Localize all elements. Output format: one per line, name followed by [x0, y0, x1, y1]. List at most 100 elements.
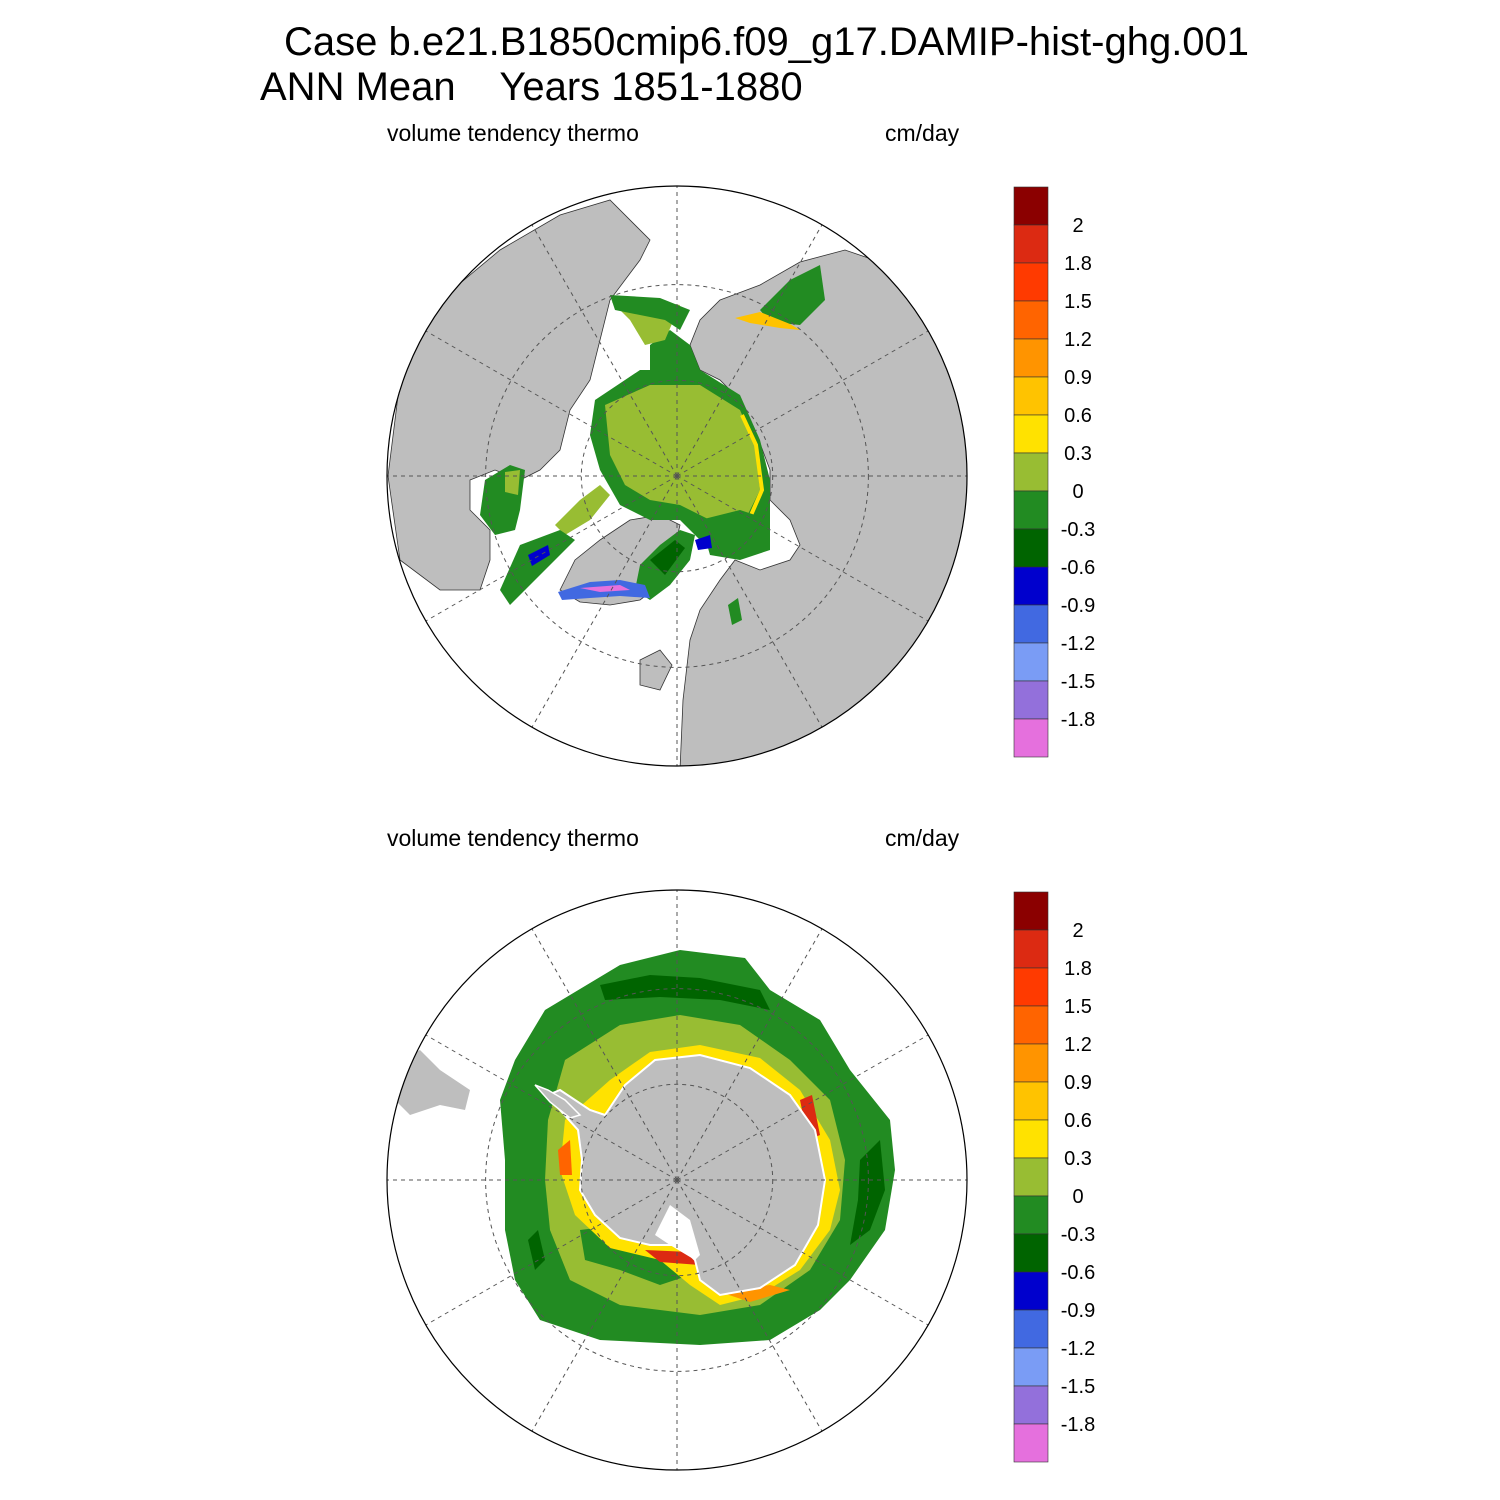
north-ice-baltic [728, 598, 742, 625]
colorbar-tick-label: -0.9 [1061, 1300, 1095, 1322]
meridian-line [676, 330, 929, 477]
colorbar-tick-label: -0.9 [1061, 595, 1095, 617]
colorbar-swatch [1013, 1385, 1049, 1425]
north-ice-bering-outer [610, 295, 690, 330]
north-ice-baffin [555, 485, 610, 535]
colorbar-tick-label: 1.2 [1064, 329, 1092, 351]
colorbar-swatch [1013, 376, 1049, 416]
meridian-line [425, 1179, 678, 1326]
south-ice-dark-band-north [600, 975, 770, 1010]
meridian-line [531, 224, 678, 477]
south-ice-dark-band-west [528, 1230, 545, 1270]
latitude-ring [485, 988, 869, 1372]
meridian-line [425, 475, 678, 622]
colorbar-tick-label: 0.3 [1064, 443, 1092, 465]
meridian-line [531, 475, 678, 728]
north-ice-labrador-blue [528, 545, 550, 566]
colorbar-tick-label: 0 [1072, 481, 1083, 503]
north-units-label: cm/day [885, 120, 960, 146]
meridian-line [676, 928, 823, 1181]
north-ice-barents-blue [695, 535, 712, 550]
meridian-line [676, 224, 823, 477]
colorbar-swatch [1013, 490, 1049, 530]
colorbar-swatch [1013, 680, 1049, 720]
colorbar-swatch [1013, 186, 1049, 226]
colorbar-tick-label: -0.3 [1061, 1224, 1095, 1246]
meridian-line [676, 1179, 823, 1432]
colorbar-tick-label: 0.6 [1064, 405, 1092, 427]
colorbar-swatch [1013, 967, 1049, 1007]
colorbar-swatch [1013, 414, 1049, 454]
latitude-ring [580, 379, 774, 573]
south-land-peninsula [534, 1084, 582, 1119]
colorbar-tick-label: 0.9 [1064, 1072, 1092, 1094]
colorbar-tick-label: -1.8 [1061, 1414, 1095, 1436]
colorbar-tick-label: 2 [1072, 920, 1083, 942]
colorbar-swatch [1013, 262, 1049, 302]
colorbar-swatch [1013, 891, 1049, 931]
colorbar-swatch [1013, 604, 1049, 644]
meridian-line [531, 928, 678, 1181]
colorbar-swatch [1013, 1157, 1049, 1197]
colorbar-swatch [1013, 1081, 1049, 1121]
colorbar-tick-label: 2 [1072, 215, 1083, 237]
meridian-line [676, 1034, 929, 1181]
colorbar-tick-label: -1.8 [1061, 709, 1095, 731]
colorbar-tick-label: 0.6 [1064, 1110, 1092, 1132]
latitude-ring [580, 1083, 774, 1277]
colorbar-swatch [1013, 1233, 1049, 1273]
colorbar-swatch [1013, 566, 1049, 606]
south-ice-orange-south [720, 1285, 790, 1302]
colorbar-swatch [1013, 1005, 1049, 1045]
colorbar-swatch [1013, 1347, 1049, 1387]
meridian-line [676, 475, 929, 622]
north-colorbar: 2 1.8 1.5 1.2 0.9 0.6 0.3 0 -0.3 -0.6 -0.9 -1.2 -1.5… [1013, 186, 1095, 758]
north-ice-south-greenland-pink [580, 585, 630, 592]
colorbar-swatch [1013, 1043, 1049, 1083]
south-land-south-america [395, 1050, 470, 1115]
north-ice-greenland-sea-dark [650, 540, 685, 575]
south-ice-red-west [558, 1140, 572, 1175]
south-ross-ice-shelf [655, 1205, 700, 1260]
north-land-north-america [387, 199, 651, 591]
colorbar-swatch [1013, 1119, 1049, 1159]
colorbar-swatch [1013, 338, 1049, 378]
colorbar-tick-label: -0.6 [1061, 1262, 1095, 1284]
north-variable-label: volume tendency thermo [387, 120, 639, 146]
colorbar-swatch [1013, 1309, 1049, 1349]
meridian-line [676, 475, 823, 728]
colorbar-tick-label: 0.3 [1064, 1148, 1092, 1170]
south-units-label: cm/day [885, 825, 960, 851]
north-ice-okhotsk-edge [735, 312, 800, 330]
north-ice-okhotsk [760, 265, 825, 325]
colorbar-swatch [1013, 528, 1049, 568]
meridian-line [425, 330, 678, 477]
colorbar-tick-label: 1.5 [1064, 291, 1092, 313]
colorbar-swatch [1013, 718, 1049, 758]
north-map-border [386, 185, 968, 767]
colorbar-tick-label: 1.8 [1064, 253, 1092, 275]
colorbar-swatch [1013, 1423, 1049, 1463]
figure-title-line1: Case b.e21.B1850cmip6.f09_g17.DAMIP-hist… [284, 20, 1250, 64]
colorbar-swatch [1013, 1195, 1049, 1235]
colorbar-tick-label: -1.5 [1061, 1376, 1095, 1398]
colorbar-swatch [1013, 300, 1049, 340]
colorbar-swatch [1013, 642, 1049, 682]
south-map-border [386, 889, 968, 1471]
south-ice-dark-band-east [850, 1140, 885, 1245]
north-ice-arctic-edge [740, 414, 765, 523]
colorbar-swatch [1013, 929, 1049, 969]
colorbar-swatch [1013, 1271, 1049, 1311]
colorbar-tick-label: -1.2 [1061, 633, 1095, 655]
colorbar-tick-label: 0 [1072, 1186, 1083, 1208]
colorbar-swatch [1013, 224, 1049, 264]
colorbar-tick-label: 1.8 [1064, 958, 1092, 980]
south-variable-label: volume tendency thermo [387, 825, 639, 851]
meridian-line [425, 1034, 678, 1181]
colorbar-tick-label: 1.5 [1064, 996, 1092, 1018]
colorbar-tick-label: 1.2 [1064, 1034, 1092, 1056]
colorbar-tick-label: -1.2 [1061, 1338, 1095, 1360]
north-ice-labrador [500, 530, 575, 605]
south-graticule [387, 890, 967, 1470]
north-ice-barents [700, 510, 770, 560]
